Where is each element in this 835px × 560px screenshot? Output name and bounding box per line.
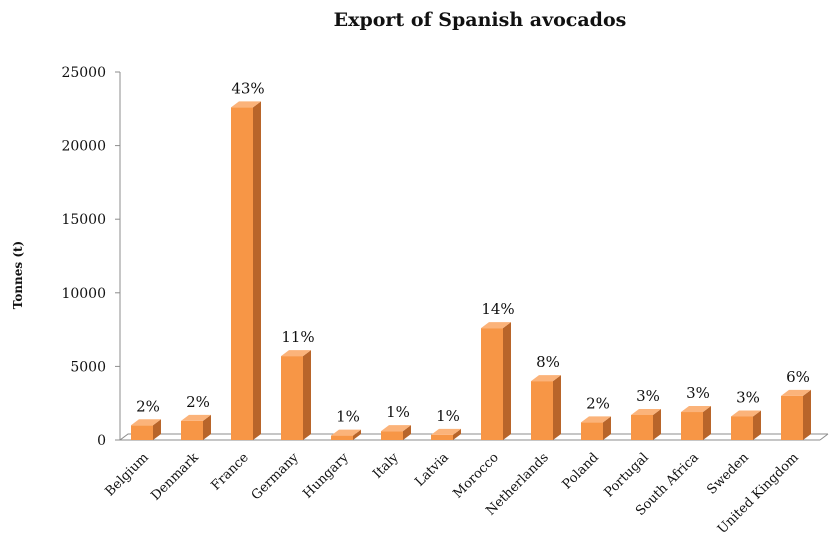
bar-front xyxy=(281,356,303,440)
category-label: Italy xyxy=(370,450,402,482)
bar-front xyxy=(381,431,403,440)
bar-side xyxy=(703,406,711,440)
y-tick-label: 5000 xyxy=(70,359,106,375)
data-label: 2% xyxy=(586,394,610,412)
bar-top xyxy=(581,416,611,423)
category-label: Denmark xyxy=(148,450,202,504)
bar-top xyxy=(531,375,561,382)
bar-top xyxy=(131,419,161,426)
bar-top xyxy=(231,101,261,108)
bar-side xyxy=(253,101,261,440)
bar-front xyxy=(631,414,653,440)
data-labels: 2% 2% 43% 11% 1% 1% 1% 14% 8% 2% 3% 3% 3% 6% xyxy=(136,79,810,425)
bar-side xyxy=(653,408,661,440)
bar-front xyxy=(331,435,353,440)
y-tick-label: 20000 xyxy=(61,139,106,155)
bar-side xyxy=(403,425,411,440)
bar-front xyxy=(231,107,253,440)
y-axis-ticks: 0 5000 10000 15000 20000 25000 xyxy=(61,65,120,449)
data-label: 2% xyxy=(136,397,160,415)
bar-front xyxy=(581,422,603,440)
floor-back-edge xyxy=(119,433,828,441)
y-tick-label: 10000 xyxy=(61,286,106,302)
bar xyxy=(381,425,411,440)
bar-top xyxy=(731,410,761,417)
bar xyxy=(131,419,161,440)
bar-top xyxy=(631,408,661,415)
floor-right-edge xyxy=(819,433,829,441)
bar xyxy=(531,375,561,440)
bar-side xyxy=(303,350,311,440)
axes xyxy=(119,72,829,441)
y-tick-label: 15000 xyxy=(61,212,106,228)
bar-top xyxy=(481,322,511,329)
bars xyxy=(131,101,811,440)
y-axis-label: Tonnes (t) xyxy=(11,241,25,309)
data-label: 3% xyxy=(636,387,660,405)
data-label: 1% xyxy=(436,407,460,425)
bar-front xyxy=(431,434,453,440)
category-label: Portugal xyxy=(602,450,652,500)
category-label: Hungary xyxy=(300,450,352,502)
bar xyxy=(731,410,761,440)
category-label: Poland xyxy=(560,450,602,492)
bar-front xyxy=(131,425,153,440)
bar xyxy=(681,406,711,440)
bar-side xyxy=(603,416,611,440)
bar-top xyxy=(381,425,411,432)
bar-top xyxy=(781,389,811,396)
bar xyxy=(281,350,311,440)
chart-title: Export of Spanish avocados xyxy=(334,9,627,31)
data-label: 3% xyxy=(686,384,710,402)
bar-side xyxy=(203,414,211,440)
data-label: 43% xyxy=(231,79,264,97)
bar-front xyxy=(531,381,553,440)
category-label: Latvia xyxy=(412,450,452,490)
bar-front xyxy=(731,416,753,440)
bar-top xyxy=(281,350,311,357)
category-label: Morocco xyxy=(451,450,502,501)
bar-top xyxy=(181,414,211,421)
bar-side xyxy=(453,428,461,440)
data-label: 2% xyxy=(186,393,210,411)
bar-top xyxy=(331,429,361,436)
data-label: 1% xyxy=(336,408,360,426)
category-label: Sweden xyxy=(704,450,752,498)
bar-side xyxy=(553,375,561,440)
data-label: 6% xyxy=(786,368,810,386)
data-label: 14% xyxy=(481,300,514,318)
data-label: 3% xyxy=(736,388,760,406)
bar-side xyxy=(753,410,761,440)
bar-front xyxy=(481,328,503,440)
category-label: France xyxy=(208,450,252,494)
bar xyxy=(781,389,811,440)
bar-front xyxy=(181,420,203,440)
bar-top xyxy=(681,406,711,413)
bar-side xyxy=(503,322,511,440)
bar xyxy=(431,428,461,440)
bar xyxy=(181,414,211,440)
bar-front xyxy=(781,395,803,440)
bar-front xyxy=(681,412,703,440)
data-label: 8% xyxy=(536,353,560,371)
data-label: 11% xyxy=(281,328,314,346)
bar xyxy=(481,322,511,440)
bar xyxy=(581,416,611,440)
category-label: Belgium xyxy=(103,450,152,499)
bar xyxy=(331,429,361,440)
y-tick-label: 0 xyxy=(97,433,106,449)
bar-side xyxy=(153,419,161,440)
bar xyxy=(631,408,661,440)
category-label: Germany xyxy=(249,450,303,504)
bar xyxy=(231,101,261,440)
data-label: 1% xyxy=(386,403,410,421)
bar-top xyxy=(431,428,461,435)
bar-side xyxy=(803,389,811,440)
bar-side xyxy=(353,429,361,440)
y-tick-label: 25000 xyxy=(61,65,106,81)
